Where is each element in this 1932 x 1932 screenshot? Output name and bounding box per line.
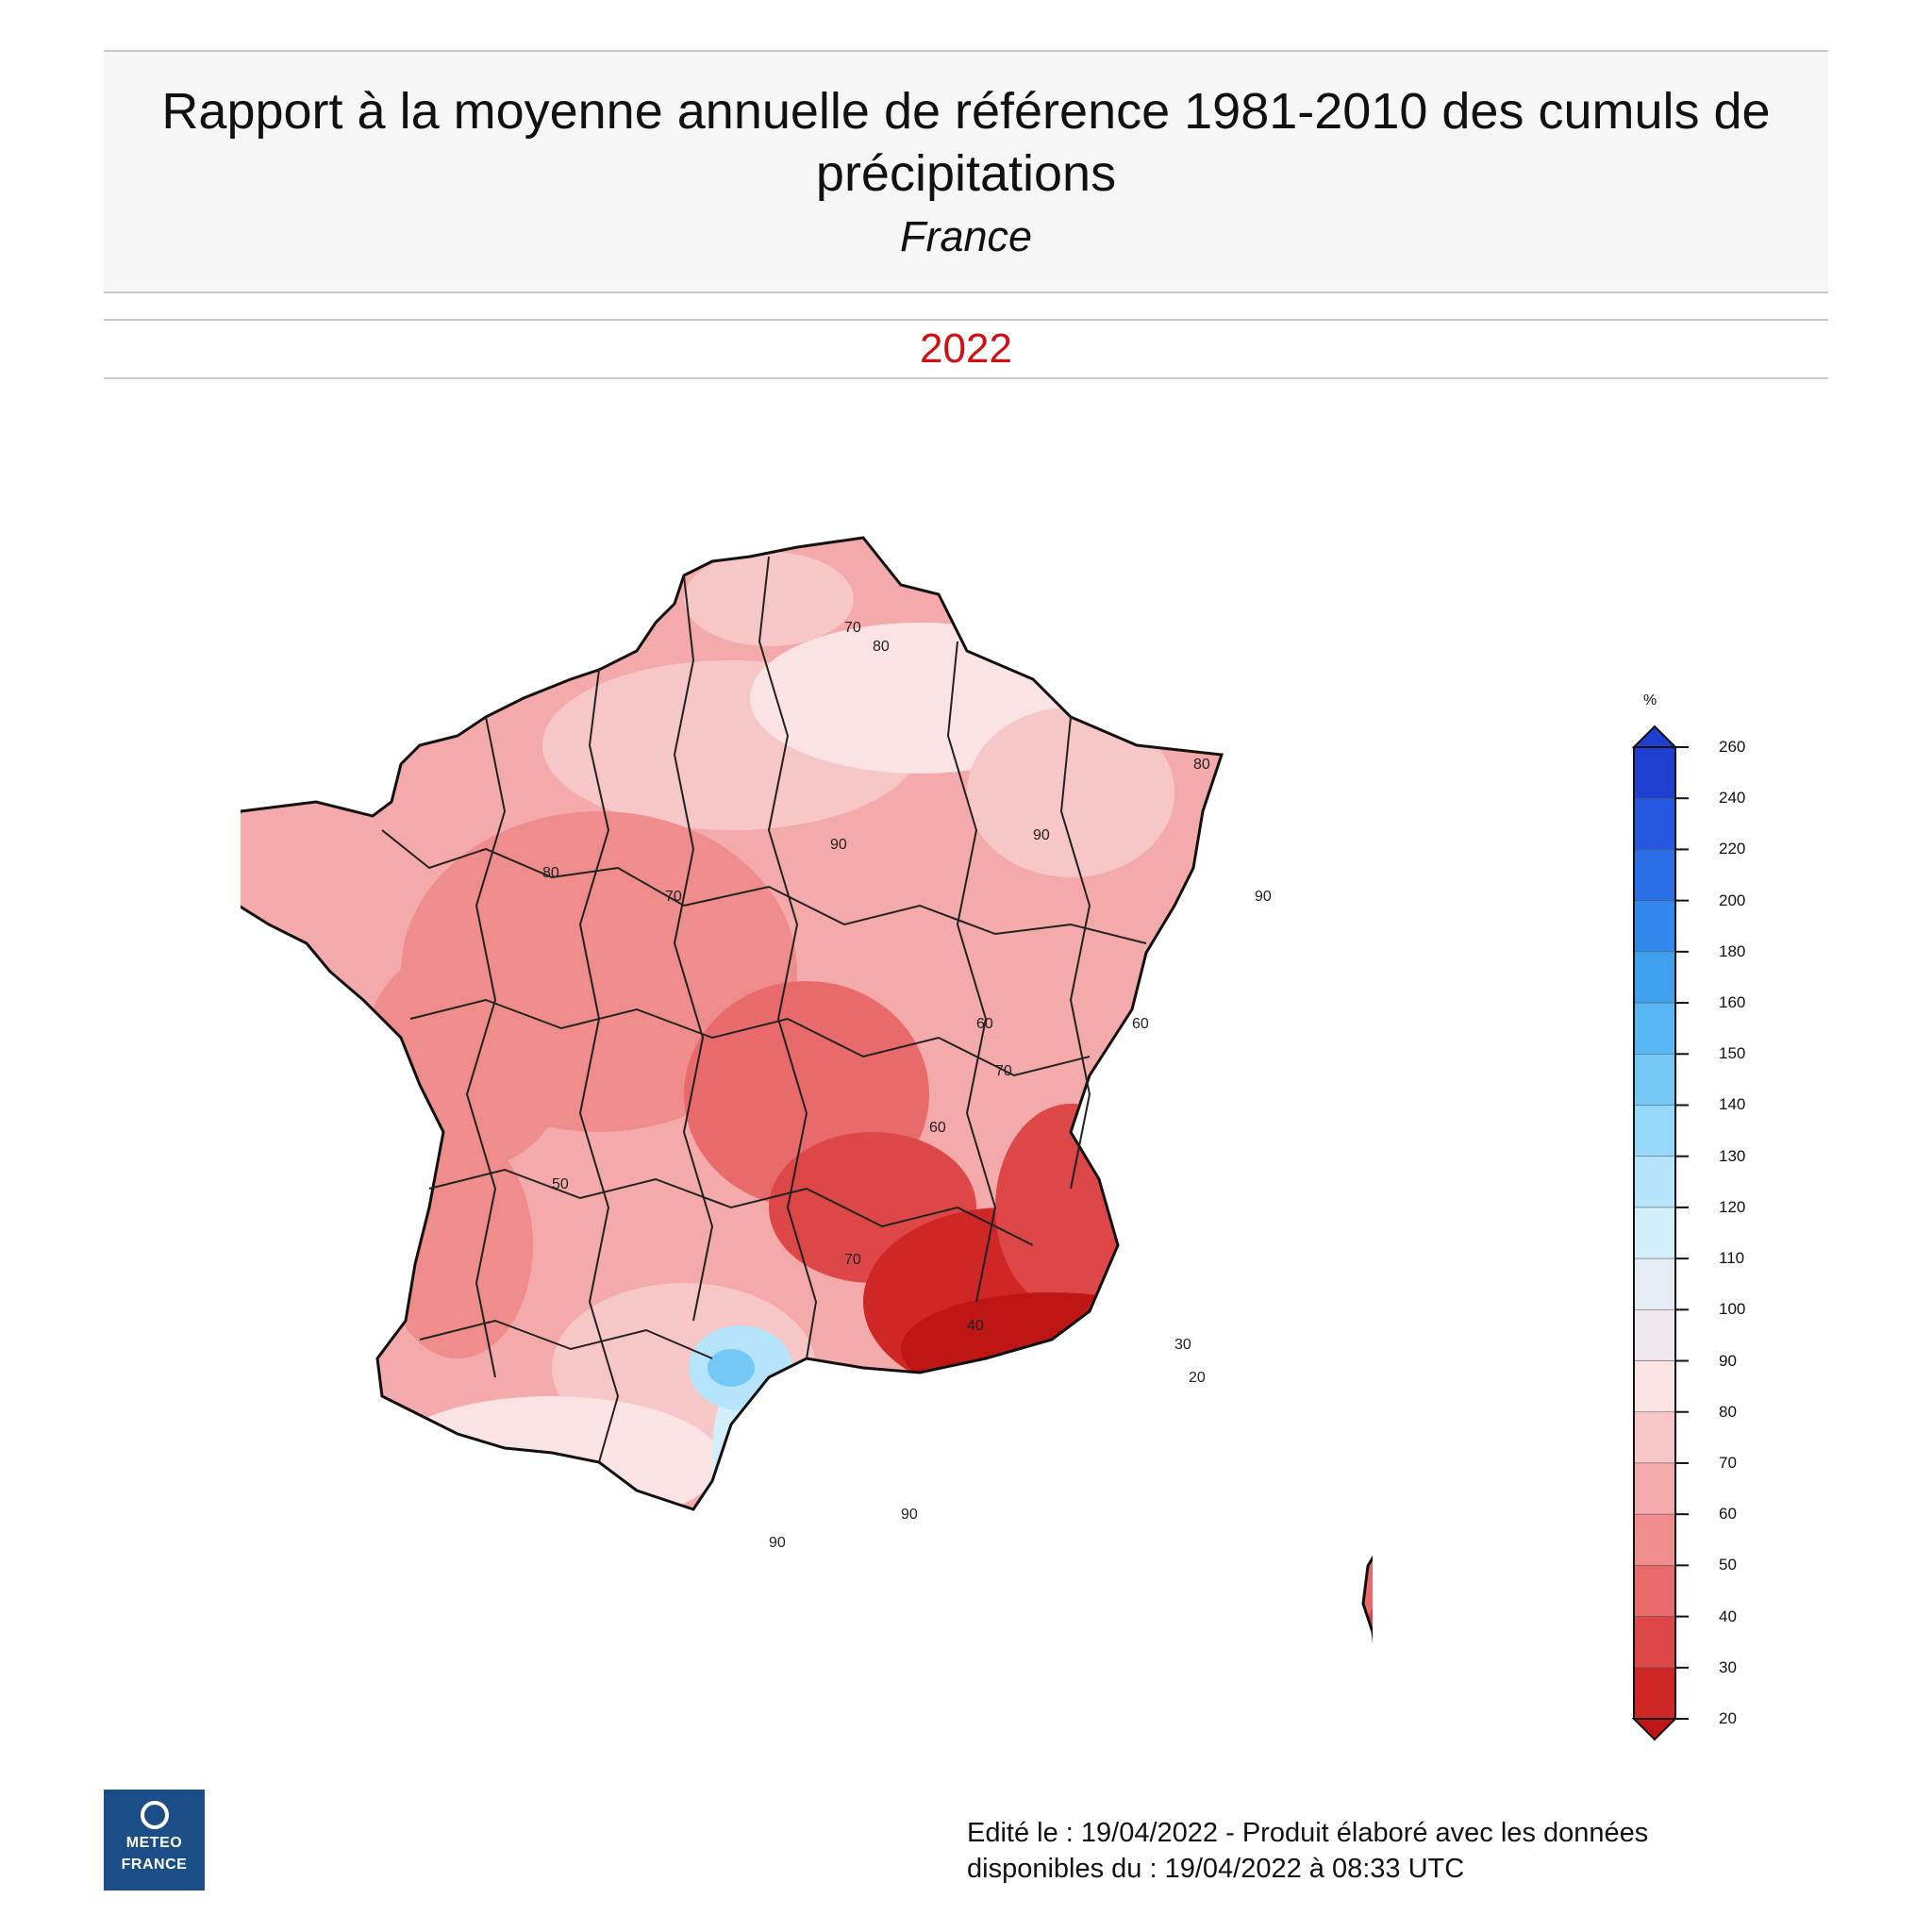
map-subtitle: France	[899, 212, 1033, 260]
legend-swatch	[1633, 1156, 1676, 1208]
legend-unit: %	[1643, 692, 1657, 708]
legend-swatch	[1633, 1513, 1676, 1566]
color-scale-legend	[1631, 724, 1689, 1741]
footer-line-1: Edité le : 19/04/2022 - Produit élaboré …	[967, 1818, 1649, 1848]
legend-label: 80	[1719, 1402, 1737, 1421]
legend-label: 200	[1719, 891, 1746, 909]
legend-label: 70	[1719, 1453, 1737, 1472]
footer-line-2: disponibles du : 19/04/2022 à 08:33 UTC	[967, 1854, 1465, 1884]
header-panel: Rapport à la moyenne annuelle de référen…	[104, 50, 1828, 293]
france-map: 70 80 90 80 70 90 80 90 60 70 60 50 60 7…	[241, 536, 1373, 1698]
contour-label: 70	[844, 1252, 861, 1268]
contour-label: 30	[1174, 1337, 1191, 1353]
contour-label: 90	[1255, 889, 1272, 905]
legend-swatch	[1633, 951, 1676, 1004]
legend-label: 20	[1719, 1709, 1737, 1727]
mainland-outline	[241, 536, 1224, 1511]
contour-label: 60	[1132, 1016, 1149, 1032]
legend-swatch	[1633, 1360, 1676, 1412]
logo-text-line1: METEO	[125, 1835, 183, 1851]
legend-label: 220	[1719, 840, 1746, 858]
legend-frame	[1633, 746, 1676, 1720]
legend-swatch	[1633, 1257, 1676, 1310]
corsica-fill	[1363, 1509, 1373, 1698]
legend-label: 60	[1719, 1505, 1737, 1524]
edition-footer: Edité le : 19/04/2022 - Produit élaboré …	[967, 1815, 1648, 1887]
contour-label: 80	[873, 639, 890, 655]
legend-swatch	[1633, 1411, 1676, 1464]
legend-label: 120	[1719, 1197, 1746, 1216]
legend-swatch	[1633, 1462, 1676, 1515]
legend-label: 180	[1719, 941, 1746, 960]
contour-label: 70	[844, 620, 861, 636]
legend-swatch	[1633, 1667, 1676, 1720]
contour-label: 20	[1189, 1370, 1206, 1386]
contour-labels: 70 80 90 80 70 90 80 90 60 70 60 50 60 7…	[542, 620, 1272, 1551]
legend-swatch	[1633, 1565, 1676, 1617]
period-band: 2022	[104, 319, 1828, 379]
legend-swatch	[1633, 1309, 1676, 1361]
contour-label: 60	[929, 1120, 946, 1136]
legend-label: 30	[1719, 1657, 1737, 1676]
legend-label: 240	[1719, 789, 1746, 808]
map-title: Rapport à la moyenne annuelle de référen…	[161, 83, 1771, 202]
legend-swatch	[1633, 849, 1676, 901]
contour-label: 70	[665, 889, 682, 905]
legend-label: 260	[1719, 738, 1746, 756]
legend-label: 130	[1719, 1146, 1746, 1165]
contour-label: 80	[1193, 757, 1210, 773]
legend-swatch	[1633, 900, 1676, 953]
legend-label: 40	[1719, 1607, 1737, 1625]
legend-swatch	[1633, 1054, 1676, 1106]
department-boundaries	[381, 556, 1147, 1463]
contour-label: 90	[830, 837, 847, 853]
legend-swatch	[1633, 1002, 1676, 1055]
contour-label: 50	[552, 1176, 569, 1192]
contour-label: 60	[976, 1016, 993, 1032]
logo-text-line2: FRANCE	[121, 1857, 188, 1873]
legend-swatch	[1633, 1616, 1676, 1669]
legend-label: 110	[1719, 1249, 1745, 1268]
contour-label: 90	[901, 1507, 918, 1523]
meteo-france-logo: METEO FRANCE	[104, 1790, 205, 1890]
period-year: 2022	[920, 325, 1012, 372]
legend-swatch	[1633, 1105, 1676, 1157]
contour-label: 90	[1033, 827, 1050, 843]
mainland-fill	[241, 538, 1222, 1509]
legend-label: 160	[1719, 993, 1746, 1012]
contour-label: 40	[967, 1318, 984, 1334]
legend-arrow-top	[1631, 724, 1678, 748]
legend-label: 100	[1719, 1300, 1746, 1319]
contour-label: 80	[542, 865, 559, 881]
legend-label: 50	[1719, 1556, 1737, 1574]
legend-swatch	[1633, 797, 1676, 850]
legend-label: 140	[1719, 1095, 1746, 1114]
legend-swatch	[1633, 1207, 1676, 1259]
legend-label: 150	[1719, 1044, 1746, 1063]
logo-emblem-icon	[140, 1801, 169, 1829]
legend-arrow-bottom	[1631, 1718, 1678, 1741]
legend-label: 90	[1719, 1351, 1737, 1370]
contour-label: 70	[995, 1063, 1012, 1079]
contour-label: 90	[769, 1535, 786, 1551]
legend-swatch	[1633, 746, 1676, 799]
